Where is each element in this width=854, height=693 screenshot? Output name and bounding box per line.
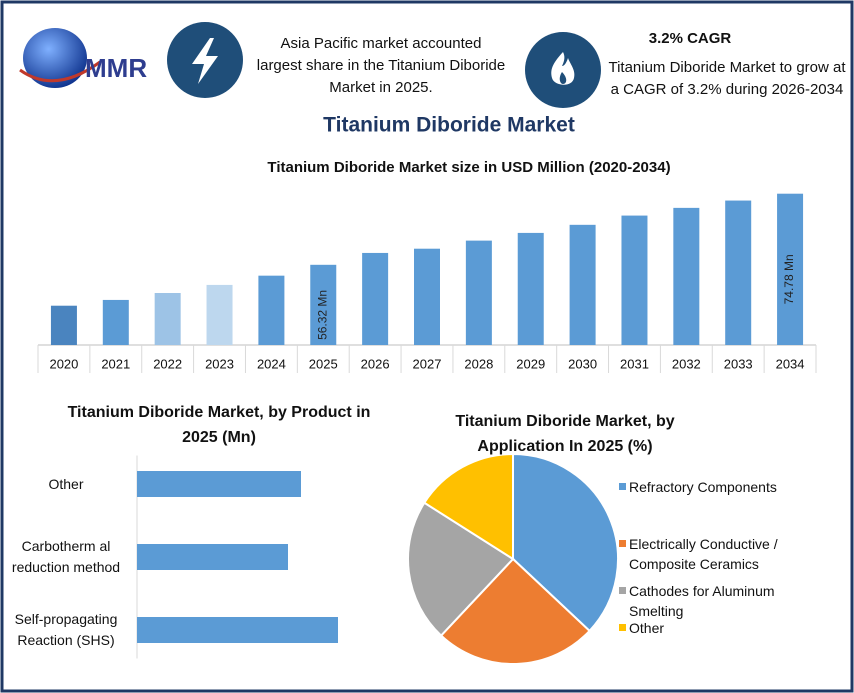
x-tick-label: 2028 [464, 356, 493, 371]
x-tick-label: 2032 [672, 356, 701, 371]
x-tick-label: 2023 [205, 356, 234, 371]
x-tick-label: 2034 [776, 356, 805, 371]
y-tick-label: Self-propagating Reaction (SHS) [14, 611, 118, 648]
x-tick-label: 2030 [568, 356, 597, 371]
y-tick-label: Other [48, 475, 84, 492]
cagr-text: Titanium Diboride Market to grow at a CA… [608, 59, 846, 98]
pie-slice [422, 452, 514, 561]
bar [137, 471, 301, 497]
legend-label: Electrically Conductive / Composite Cera… [629, 536, 778, 572]
x-tick-label: 2033 [724, 356, 753, 371]
x-tick-label: 2026 [361, 356, 390, 371]
bar [414, 248, 440, 345]
x-tick-label: 2027 [413, 356, 442, 371]
main-title: Titanium Diboride Market [323, 114, 575, 137]
legend-label: Cathodes for Aluminum Smelting [629, 583, 775, 619]
bar [777, 193, 804, 345]
x-tick-label: 2031 [620, 356, 649, 371]
logo-globe [23, 28, 87, 88]
icon-bolt [192, 38, 218, 84]
chart-title: Titanium Diboride Market, by Product in … [67, 404, 371, 446]
y-tick-label: Carbotherm al reduction method [11, 538, 121, 575]
bar [621, 215, 648, 345]
bar [137, 617, 338, 643]
note: Asia Pacific market accounted largest sh… [256, 35, 506, 96]
value-label: 56.32 Mn [315, 290, 329, 340]
legend-label: Other [629, 620, 665, 636]
bar [50, 305, 77, 345]
bar [362, 252, 389, 345]
bar [517, 232, 544, 345]
bar [206, 284, 233, 345]
legend-swatch [619, 624, 626, 631]
pie-slice [439, 557, 591, 665]
cagr-title: 3.2% CAGR [649, 30, 732, 47]
legend-label: Refractory Components [629, 479, 777, 495]
bar [102, 299, 129, 345]
bar [673, 207, 700, 345]
x-tick-label: 2021 [101, 356, 130, 371]
bar [569, 224, 596, 345]
logo-text: MMR [85, 53, 147, 83]
x-tick-label: 2020 [49, 356, 78, 371]
chart-title: Titanium Diboride Market size in USD Mil… [267, 159, 670, 176]
bar [137, 544, 288, 570]
bar [310, 264, 337, 345]
logo-swoosh [19, 60, 101, 83]
pie-slice [512, 452, 619, 633]
bar [725, 200, 752, 345]
legend-swatch [619, 540, 626, 547]
value-label: 74.78 Mn [782, 254, 796, 304]
x-tick-label: 2025 [309, 356, 338, 371]
chart-title: Titanium Diboride Market, by Application… [455, 413, 675, 455]
pie-slice [407, 501, 515, 637]
bar [465, 240, 492, 345]
legend-swatch [619, 483, 626, 490]
x-tick-label: 2022 [153, 356, 182, 371]
icon-flame [551, 52, 575, 85]
legend-swatch [619, 587, 626, 594]
x-tick-label: 2029 [516, 356, 545, 371]
bar [154, 293, 181, 345]
bar [258, 275, 285, 345]
x-tick-label: 2024 [257, 356, 286, 371]
